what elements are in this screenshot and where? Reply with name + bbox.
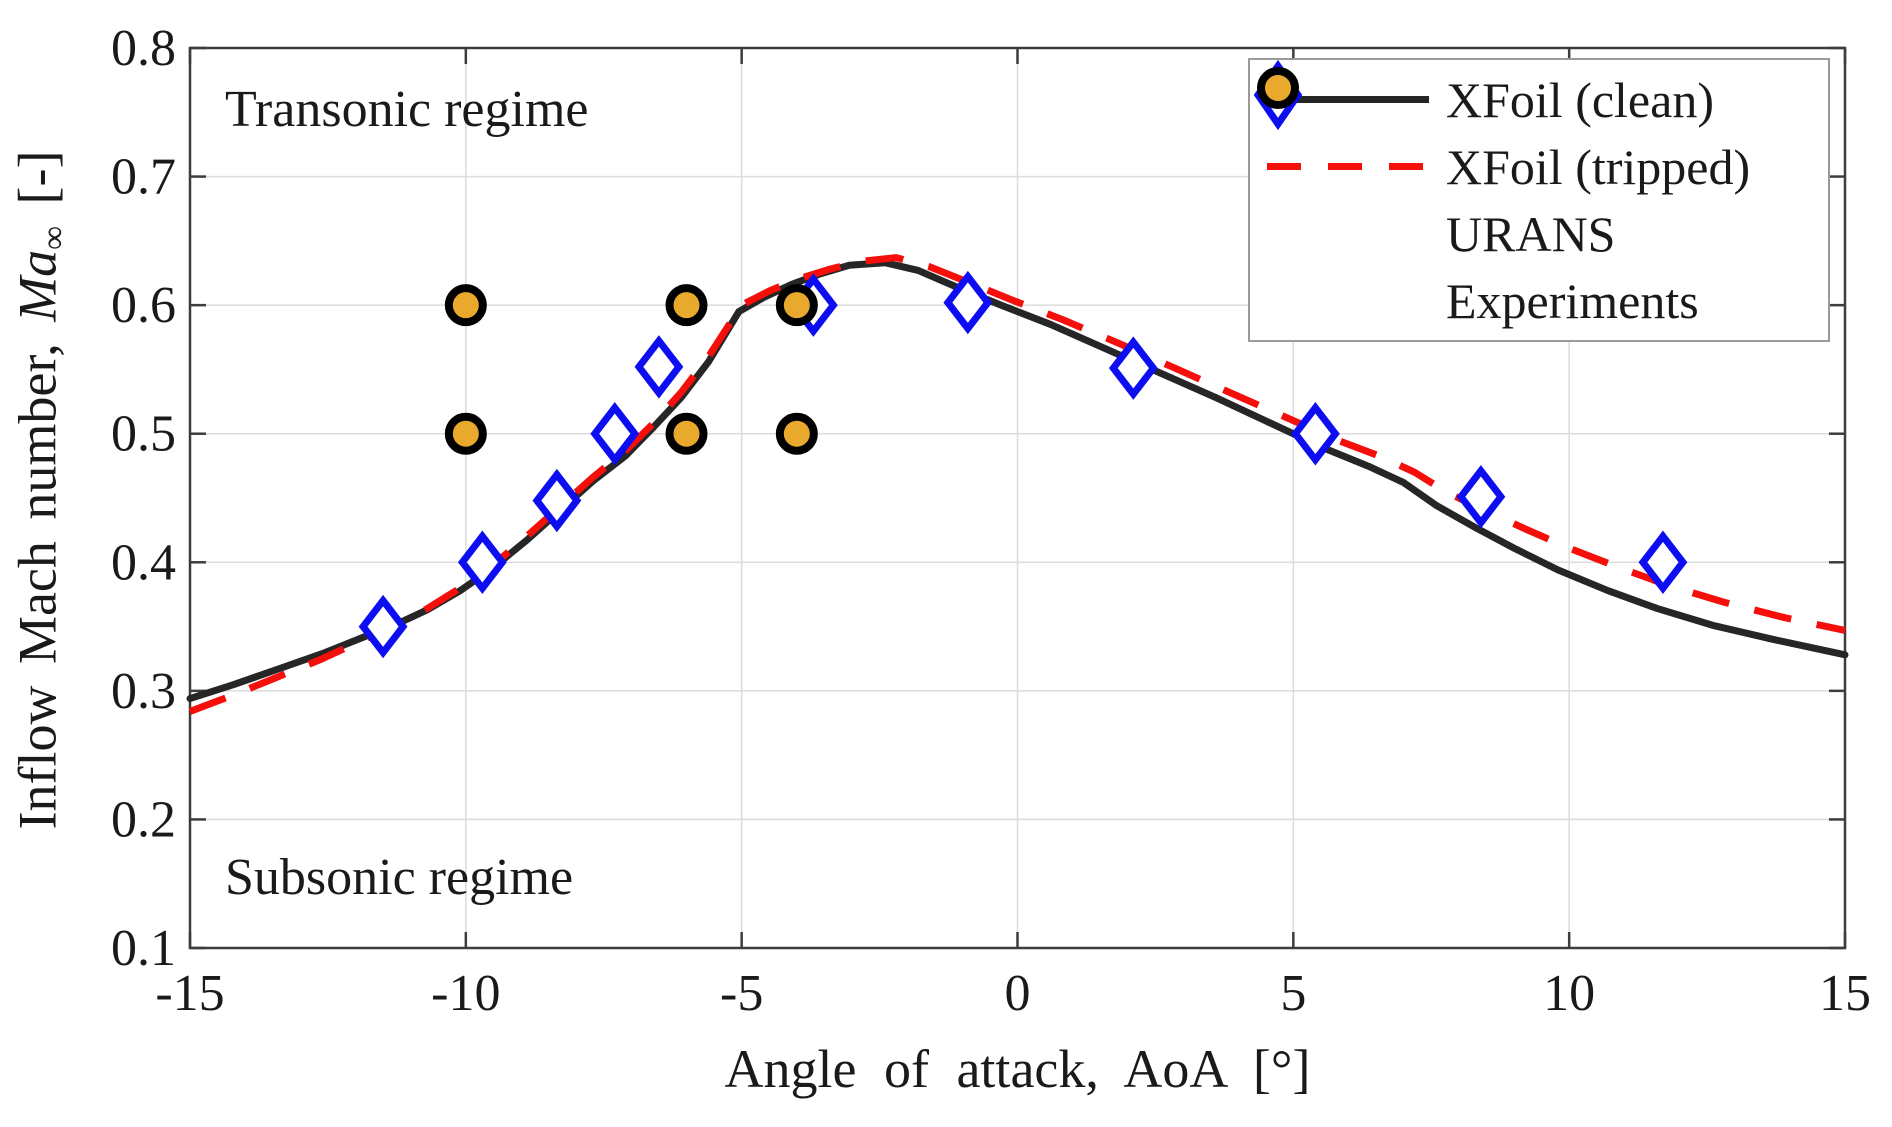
- legend-label-urans: URANS: [1446, 205, 1616, 262]
- experiments-circle-marker: [775, 284, 818, 327]
- urans-diamond-marker: [358, 594, 408, 659]
- x-axis-label: Angle of attack, AoA [°]: [724, 1039, 1311, 1099]
- urans-diamond-marker: [532, 468, 582, 533]
- legend-sample-xfoil-tripped: [1250, 163, 1446, 170]
- x-tick-label: 0: [1005, 965, 1031, 1022]
- legend-circle-marker-icon: [1257, 67, 1299, 109]
- legend-label-xfoil-tripped: XFoil (tripped): [1446, 138, 1751, 195]
- legend-label-experiments: Experiments: [1446, 272, 1699, 329]
- annotation-transonic-regime: Transonic regime: [225, 81, 589, 138]
- x-tick-label: -10: [431, 965, 500, 1022]
- legend-item-urans: URANS: [1250, 60, 1828, 266]
- urans-diamond-marker: [1290, 401, 1340, 466]
- legend: XFoil (clean) XFoil (tripped) URANS Experim…: [1248, 58, 1830, 342]
- y-tick-label: 0.4: [111, 534, 176, 591]
- y-axis-label-prefix: Inflow Mach number,: [7, 321, 68, 830]
- x-tick-label: 15: [1819, 965, 1871, 1022]
- experiments-circle-marker: [665, 412, 708, 455]
- legend-item-xfoil-clean: XFoil (clean): [1250, 68, 1828, 132]
- urans-diamond-marker: [634, 335, 684, 399]
- y-axis-label-symbol: Ma: [7, 249, 68, 322]
- x-tick-label: 10: [1543, 965, 1595, 1022]
- y-axis-label-subscript: ∞: [35, 225, 73, 250]
- annotation-subsonic-regime: Subsonic regime: [225, 849, 574, 906]
- legend-solid-line-swatch: [1267, 96, 1429, 103]
- legend-item-xfoil-tripped: XFoil (tripped): [1250, 135, 1828, 199]
- y-tick-label: 0.2: [111, 791, 176, 848]
- y-axis-label: Inflow Mach number, Ma∞ [-]: [6, 150, 73, 829]
- x-tick-label: 5: [1280, 965, 1306, 1022]
- y-tick-label: 0.5: [111, 406, 176, 463]
- y-tick-label: 0.1: [111, 920, 176, 977]
- series-line-xfoil-tripped: [188, 254, 1846, 715]
- y-tick-label: 0.8: [111, 20, 176, 77]
- x-tick-label: -5: [720, 965, 763, 1022]
- experiments-circle-marker: [444, 284, 487, 327]
- legend-item-experiments: Experiments: [1250, 67, 1828, 333]
- legend-label-xfoil-clean: XFoil (clean): [1446, 71, 1714, 128]
- legend-dashed-line-swatch: [1267, 163, 1429, 170]
- urans-diamond-marker: [1638, 530, 1688, 595]
- y-tick-label: 0.7: [111, 149, 176, 206]
- y-tick-label: 0.6: [111, 277, 176, 334]
- urans-diamond-marker: [1456, 464, 1506, 529]
- experiments-circle-marker: [775, 412, 818, 455]
- x-tick-label: -15: [155, 965, 224, 1022]
- experiments-circle-marker: [444, 412, 487, 455]
- urans-diamond-marker: [590, 401, 640, 466]
- urans-diamond-marker: [457, 530, 507, 595]
- y-axis-label-suffix: [-]: [7, 150, 68, 226]
- urans-diamond-marker: [1108, 336, 1158, 400]
- y-tick-label: 0.3: [111, 663, 176, 720]
- urans-diamond-marker: [943, 270, 993, 335]
- experiments-circle-marker: [665, 284, 708, 327]
- legend-sample-xfoil-clean: [1250, 96, 1446, 103]
